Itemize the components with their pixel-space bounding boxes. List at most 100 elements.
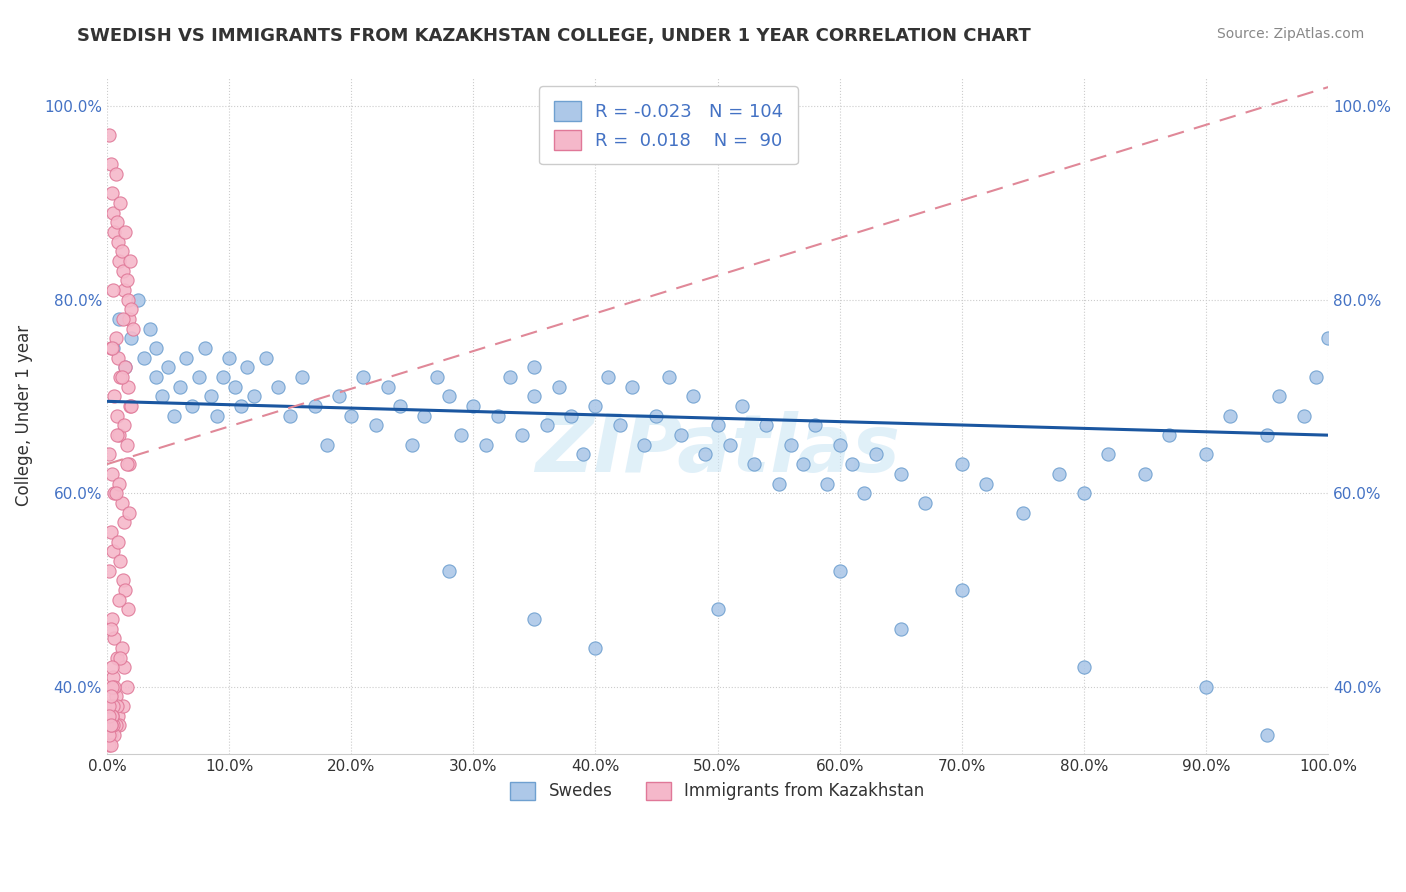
Point bbox=[865, 448, 887, 462]
Point bbox=[101, 544, 124, 558]
Point bbox=[111, 244, 134, 259]
Point bbox=[107, 708, 129, 723]
Point bbox=[792, 457, 814, 471]
Point bbox=[114, 360, 136, 375]
Point bbox=[108, 254, 131, 268]
Point bbox=[111, 264, 134, 278]
Point bbox=[706, 602, 728, 616]
Point bbox=[150, 389, 173, 403]
Point bbox=[817, 476, 839, 491]
Point bbox=[352, 370, 374, 384]
Point bbox=[121, 322, 143, 336]
Point bbox=[169, 380, 191, 394]
Point bbox=[112, 418, 135, 433]
Point bbox=[841, 457, 863, 471]
Point bbox=[98, 718, 121, 732]
Text: Source: ZipAtlas.com: Source: ZipAtlas.com bbox=[1216, 27, 1364, 41]
Point bbox=[974, 476, 997, 491]
Point bbox=[104, 331, 127, 345]
Point bbox=[828, 438, 851, 452]
Point bbox=[103, 728, 125, 742]
Point bbox=[100, 157, 122, 171]
Point bbox=[104, 486, 127, 500]
Point bbox=[742, 457, 765, 471]
Point bbox=[98, 448, 121, 462]
Point bbox=[278, 409, 301, 423]
Point bbox=[120, 254, 142, 268]
Point bbox=[138, 322, 160, 336]
Point bbox=[98, 738, 121, 752]
Point bbox=[107, 534, 129, 549]
Point bbox=[114, 582, 136, 597]
Point bbox=[127, 293, 149, 307]
Point bbox=[194, 341, 217, 355]
Point bbox=[108, 592, 131, 607]
Point bbox=[104, 689, 127, 703]
Point bbox=[115, 438, 138, 452]
Text: ZIPatlas: ZIPatlas bbox=[536, 410, 900, 489]
Point bbox=[101, 670, 124, 684]
Point bbox=[111, 312, 134, 326]
Point bbox=[100, 689, 122, 703]
Point bbox=[853, 486, 876, 500]
Point bbox=[364, 418, 387, 433]
Point bbox=[413, 409, 436, 423]
Point bbox=[950, 457, 973, 471]
Point bbox=[1195, 680, 1218, 694]
Point bbox=[236, 360, 259, 375]
Point bbox=[118, 506, 141, 520]
Point bbox=[242, 389, 264, 403]
Point bbox=[890, 622, 912, 636]
Point bbox=[98, 728, 121, 742]
Point bbox=[1011, 506, 1033, 520]
Point bbox=[100, 718, 122, 732]
Point bbox=[1268, 389, 1291, 403]
Point bbox=[107, 351, 129, 365]
Point bbox=[100, 622, 122, 636]
Point bbox=[176, 351, 198, 365]
Point bbox=[100, 341, 122, 355]
Point bbox=[755, 418, 778, 433]
Point bbox=[1256, 428, 1278, 442]
Point bbox=[474, 438, 496, 452]
Point bbox=[426, 370, 449, 384]
Point bbox=[112, 283, 135, 297]
Point bbox=[706, 418, 728, 433]
Point bbox=[105, 428, 128, 442]
Point bbox=[1133, 467, 1156, 481]
Point bbox=[890, 467, 912, 481]
Point bbox=[768, 476, 790, 491]
Point bbox=[658, 370, 681, 384]
Text: SWEDISH VS IMMIGRANTS FROM KAZAKHSTAN COLLEGE, UNDER 1 YEAR CORRELATION CHART: SWEDISH VS IMMIGRANTS FROM KAZAKHSTAN CO… bbox=[77, 27, 1031, 45]
Point bbox=[120, 302, 142, 317]
Point bbox=[486, 409, 509, 423]
Point bbox=[111, 573, 134, 587]
Point bbox=[779, 438, 801, 452]
Point bbox=[267, 380, 290, 394]
Point bbox=[105, 698, 128, 713]
Point bbox=[103, 486, 125, 500]
Point bbox=[450, 428, 472, 442]
Point bbox=[291, 370, 314, 384]
Point bbox=[682, 389, 704, 403]
Point bbox=[231, 399, 253, 413]
Point bbox=[547, 380, 569, 394]
Point bbox=[437, 389, 460, 403]
Point bbox=[828, 564, 851, 578]
Point bbox=[1317, 331, 1340, 345]
Point bbox=[117, 602, 139, 616]
Point bbox=[98, 128, 121, 143]
Point bbox=[254, 351, 277, 365]
Y-axis label: College, Under 1 year: College, Under 1 year bbox=[15, 326, 32, 507]
Point bbox=[499, 370, 522, 384]
Point bbox=[115, 457, 138, 471]
Point bbox=[112, 660, 135, 674]
Point bbox=[110, 370, 132, 384]
Point bbox=[224, 380, 246, 394]
Point bbox=[105, 650, 128, 665]
Point bbox=[101, 718, 124, 732]
Point bbox=[100, 718, 122, 732]
Point bbox=[1195, 448, 1218, 462]
Point bbox=[181, 399, 204, 413]
Point bbox=[111, 496, 134, 510]
